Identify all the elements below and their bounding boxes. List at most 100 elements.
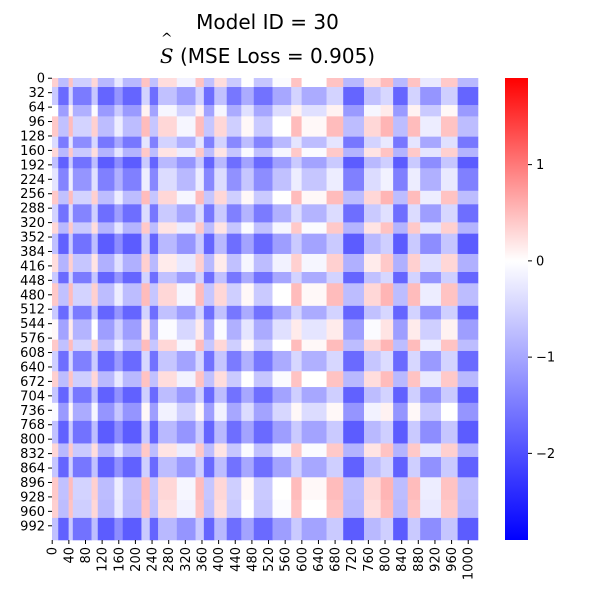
heatmap-cell-3-14 (214, 116, 228, 137)
heatmap-cell-10-29 (457, 222, 479, 234)
x-tick-label-21: 840 (395, 547, 410, 572)
heatmap-cell-7-16 (241, 168, 255, 192)
heatmap-cell-5-4 (91, 147, 99, 158)
heatmap-cell-15-7 (122, 305, 142, 320)
heatmap-cell-3-28 (440, 116, 458, 137)
y-tick-label-17: 544 (20, 317, 45, 332)
heatmap-cell-26-0 (52, 499, 59, 519)
heatmap-cell-0-5 (97, 78, 115, 88)
heatmap-cell-3-21 (326, 116, 344, 137)
heatmap-cell-0-27 (420, 78, 442, 88)
heatmap-cell-26-23 (364, 499, 381, 519)
heatmap-cell-14-17 (253, 283, 273, 307)
heatmap-cell-12-28 (440, 253, 458, 273)
heatmap-cell-17-3 (72, 339, 92, 352)
heatmap-cell-22-0 (52, 420, 59, 444)
heatmap-cell-5-0 (52, 147, 59, 158)
heatmap-cell-2-0 (52, 105, 59, 117)
heatmap-cell-24-4 (91, 456, 99, 478)
heatmap-cell-9-2 (68, 204, 74, 223)
heatmap-cell-5-24 (380, 147, 394, 158)
heatmap-cell-7-22 (343, 168, 365, 192)
heatmap-cell-18-29 (457, 350, 479, 372)
chart-title: Model ID = 30 (196, 10, 339, 34)
heatmap-cell-8-13 (203, 190, 215, 205)
heatmap-cell-23-23 (364, 443, 381, 458)
heatmap-cell-6-20 (301, 156, 327, 169)
heatmap-cell-12-24 (380, 253, 394, 273)
heatmap-cell-5-1 (58, 147, 69, 158)
heatmap-cell-5-2 (68, 147, 74, 158)
heatmap-cell-8-26 (407, 190, 421, 205)
heatmap-cell-18-16 (241, 350, 255, 372)
heatmap-cell-9-25 (393, 204, 408, 223)
heatmap-cell-13-20 (301, 272, 327, 284)
heatmap-cell-3-13 (203, 116, 215, 137)
heatmap-cell-3-22 (343, 116, 365, 137)
heatmap-cell-7-29 (457, 168, 479, 192)
heatmap-cell-24-27 (420, 456, 442, 478)
heatmap-cell-27-25 (393, 517, 408, 541)
chart-subtitle: S (MSE Loss = 0.905) (55, 31, 480, 68)
heatmap-cell-21-2 (68, 402, 74, 422)
heatmap-cell-22-28 (440, 420, 458, 444)
heatmap-cell-19-6 (114, 371, 124, 388)
heatmap-cell-23-15 (226, 443, 242, 458)
heatmap-cell-5-29 (457, 147, 479, 158)
heatmap-cell-1-1 (58, 87, 69, 106)
heatmap-cell-23-3 (72, 443, 92, 458)
x-tick-label-13: 520 (262, 547, 277, 572)
heatmap-cell-22-20 (301, 420, 327, 444)
heatmap-cell-25-28 (440, 477, 458, 501)
heatmap-cell-14-7 (122, 283, 142, 307)
heatmap-cell-6-4 (91, 156, 99, 169)
x-tick-label-17: 680 (329, 547, 344, 572)
heatmap-cell-10-0 (52, 222, 59, 234)
heatmap-cell-0-22 (343, 78, 365, 88)
heatmap-cell-5-23 (364, 147, 381, 158)
heatmap-cell-18-9 (149, 350, 159, 372)
heatmap-cell-17-18 (272, 339, 292, 352)
heatmap-cell-12-5 (97, 253, 115, 273)
heatmap-cell-14-20 (301, 283, 327, 307)
heatmap-cell-27-4 (91, 517, 99, 541)
heatmap-cell-2-12 (195, 105, 205, 117)
heatmap-cell-4-11 (176, 136, 196, 149)
heatmap-cell-8-15 (226, 190, 242, 205)
heatmap-cell-14-23 (364, 283, 381, 307)
heatmap-cell-8-3 (72, 190, 92, 205)
heatmap-cell-18-8 (141, 350, 151, 372)
heatmap-cell-4-3 (72, 136, 92, 149)
heatmap-cell-22-1 (58, 420, 69, 444)
y-tick-label-2: 64 (28, 101, 45, 116)
heatmap-cell-21-0 (52, 402, 59, 422)
heatmap-cell-17-21 (326, 339, 344, 352)
heatmap-cell-0-11 (176, 78, 196, 88)
heatmap-cell-17-11 (176, 339, 196, 352)
colorbar-axis: 1 0 −1 −2 (528, 158, 555, 462)
heatmap-cell-3-11 (176, 116, 196, 137)
heatmap-cell-7-3 (72, 168, 92, 192)
heatmap-cell-12-3 (72, 253, 92, 273)
heatmap-cell-11-26 (407, 233, 421, 255)
heatmap-cell-27-11 (176, 517, 196, 541)
heatmap-cell-22-21 (326, 420, 344, 444)
heatmap-cell-6-19 (291, 156, 302, 169)
heatmap-cell-27-24 (380, 517, 394, 541)
heatmap-cell-14-5 (97, 283, 115, 307)
heatmap-cell-19-9 (149, 371, 159, 388)
heatmap-cell-22-19 (291, 420, 302, 444)
heatmap-cell-26-26 (407, 499, 421, 519)
heatmap-cell-18-19 (291, 350, 302, 372)
y-tick-label-19: 608 (20, 346, 45, 361)
heatmap-cell-25-6 (114, 477, 124, 501)
heatmap-cell-19-26 (407, 371, 421, 388)
heatmap-cell-24-5 (97, 456, 115, 478)
heatmap-cell-10-24 (380, 222, 394, 234)
heatmap-cell-20-7 (122, 387, 142, 404)
heatmap-cell-13-4 (91, 272, 99, 284)
heatmap-cell-5-19 (291, 147, 302, 158)
heatmap-cell-11-23 (364, 233, 381, 255)
heatmap-cell-5-16 (241, 147, 255, 158)
